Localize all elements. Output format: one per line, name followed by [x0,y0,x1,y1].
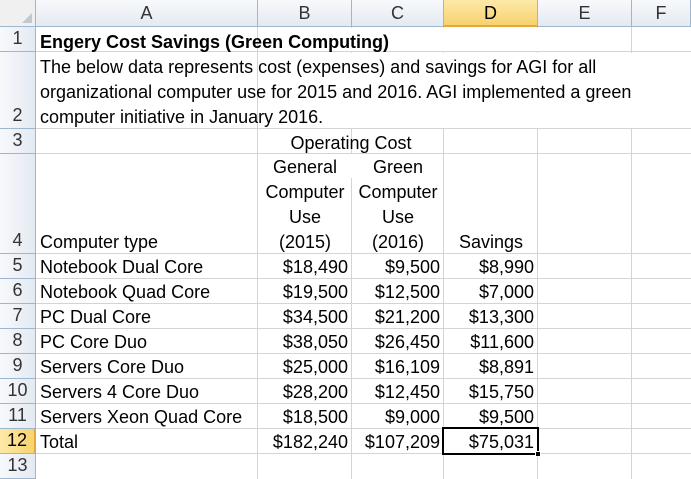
total-label[interactable]: Total [40,432,79,452]
row-header-8[interactable]: 8 [0,329,36,354]
table-row-2016[interactable]: $26,450 [374,332,440,352]
table-row-2016[interactable]: $16,109 [374,357,440,377]
row-header-12[interactable]: 12 [0,429,36,454]
table-row-2016[interactable]: $9,000 [384,407,440,427]
table-row-2016[interactable]: $9,500 [384,257,440,277]
green-header-line-2: Computer [358,182,438,202]
table-row-2015[interactable]: $38,050 [282,332,348,352]
table-row-2015[interactable]: $28,200 [282,382,348,402]
row-header-2[interactable]: 2 [0,52,36,129]
green-header-line-1: Green [372,157,424,177]
general-header-line-3: Use [288,207,321,227]
description-line-2[interactable]: organizational computer use for 2015 and… [40,82,632,102]
table-row-2016[interactable]: $12,450 [374,382,440,402]
table-row-type[interactable]: Notebook Dual Core [40,257,204,277]
total-2016[interactable]: $107,209 [364,432,440,452]
column-header-a[interactable]: A [36,0,258,27]
green-header-line-4[interactable]: (2016) [371,232,425,252]
table-row-2015[interactable]: $25,000 [282,357,348,377]
table-row-2016[interactable]: $21,200 [374,307,440,327]
gridline [36,328,691,329]
table-row-type[interactable]: Servers 4 Core Duo [40,382,200,402]
column-header-f[interactable]: F [632,0,691,27]
overflow-cover [258,28,631,51]
description-line-3[interactable]: computer initiative in January 2016. [40,107,324,127]
computer-type-header[interactable]: Computer type [40,232,159,252]
gridline [36,278,691,279]
row-header-13[interactable]: 13 [0,454,36,479]
column-header-e[interactable]: E [538,0,632,27]
gridline [36,353,691,354]
row-header-3[interactable]: 3 [0,129,36,154]
operating-cost-header[interactable]: Operating Cost [290,133,412,153]
gridline [36,453,691,454]
table-row-2015[interactable]: $19,500 [282,282,348,302]
row-header-4[interactable]: 4 [0,154,36,254]
overflow-cover [258,53,691,128]
table-row-type[interactable]: Servers Xeon Quad Core [40,407,243,427]
description-line-1[interactable]: The below data represents cost (expenses… [40,57,597,77]
gridline [36,303,691,304]
table-row-2015[interactable]: $34,500 [282,307,348,327]
gridline [36,378,691,379]
table-row-2016[interactable]: $12,500 [374,282,440,302]
table-row-savings[interactable]: $9,500 [478,407,534,427]
table-row-savings[interactable]: $8,990 [478,257,534,277]
row-header-9[interactable]: 9 [0,354,36,379]
row-header-5[interactable]: 5 [0,254,36,279]
row-header-6[interactable]: 6 [0,279,36,304]
table-row-savings[interactable]: $11,600 [470,332,534,352]
general-header-line-2: Computer [265,182,345,202]
sheet-title[interactable]: Engery Cost Savings (Green Computing) [40,32,390,52]
savings-header[interactable]: Savings [458,232,524,252]
row-header-10[interactable]: 10 [0,379,36,404]
row-header-1[interactable]: 1 [0,27,36,52]
active-cell-selection[interactable] [442,427,539,455]
table-row-savings[interactable]: $13,300 [468,307,534,327]
gridline [36,428,691,429]
overflow-cover [258,154,443,178]
total-2015[interactable]: $182,240 [272,432,348,452]
green-header-line-3: Use [381,207,414,227]
select-all-corner[interactable] [0,0,36,27]
fill-handle[interactable] [535,451,541,457]
column-header-c[interactable]: C [352,0,444,27]
row-header-7[interactable]: 7 [0,304,36,329]
table-row-savings[interactable]: $15,750 [468,382,534,402]
table-row-2015[interactable]: $18,500 [282,407,348,427]
gridline [36,403,691,404]
gridline [36,128,691,129]
table-row-type[interactable]: PC Dual Core [40,307,152,327]
table-row-savings[interactable]: $7,000 [478,282,534,302]
column-header-b[interactable]: B [258,0,352,27]
gridline [36,253,691,254]
table-row-type[interactable]: Servers Core Duo [40,357,185,377]
general-header-line-1: General [272,157,338,177]
table-row-2015[interactable]: $18,490 [282,257,348,277]
table-row-type[interactable]: PC Core Duo [40,332,148,352]
gridline [36,153,691,154]
row-header-11[interactable]: 11 [0,404,36,429]
gridline [36,51,691,52]
column-header-d[interactable]: D [444,0,538,27]
total-savings[interactable]: $75,031 [468,432,534,452]
table-row-type[interactable]: Notebook Quad Core [40,282,211,302]
table-row-savings[interactable]: $8,891 [478,357,534,377]
general-header-line-4[interactable]: (2015) [278,232,332,252]
